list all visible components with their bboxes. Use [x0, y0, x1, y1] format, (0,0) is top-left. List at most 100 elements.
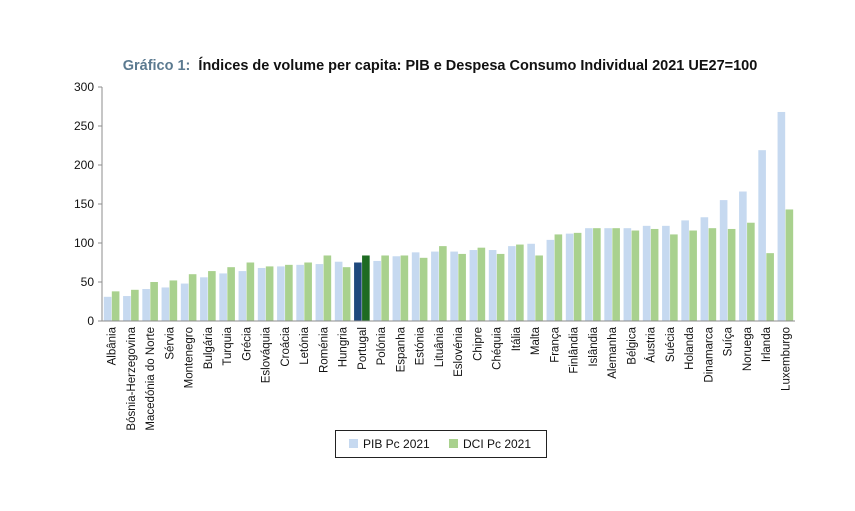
- bar-pib: [123, 296, 131, 321]
- x-tick-label: Bulgária: [203, 326, 215, 369]
- x-tick-label: Lituânia: [434, 326, 446, 367]
- bar-dci: [131, 289, 139, 321]
- bar-dci: [458, 253, 466, 321]
- bar-pib: [546, 239, 555, 321]
- x-tick-label: Grécia: [241, 326, 253, 360]
- x-tick-label: Croácia: [280, 326, 292, 366]
- bar-pib: [354, 262, 362, 321]
- bar-pib: [180, 283, 189, 321]
- bar-dci: [381, 255, 389, 321]
- chart-title-prefix: Gráfico 1:: [123, 58, 191, 74]
- x-tick-label: Eslovénia: [453, 326, 465, 376]
- bar-pib: [681, 220, 689, 321]
- bar-pib: [662, 225, 670, 321]
- x-tick-label: Suíça: [723, 326, 735, 356]
- x-tick-label: Albânia: [107, 326, 119, 365]
- bar-pib: [296, 264, 304, 321]
- y-axis: 0 50 100 150 200 250 300: [74, 80, 103, 328]
- legend: PIB Pc 2021 DCI Pc 2021: [335, 430, 547, 458]
- y-tick-label: 50: [81, 275, 95, 289]
- bar-pib: [411, 252, 420, 321]
- bar-dci: [785, 209, 794, 321]
- y-tick-label: 100: [74, 236, 94, 250]
- bar-dci: [535, 255, 543, 321]
- x-tick-label: Hungria: [338, 326, 350, 367]
- bar-dci: [246, 262, 255, 321]
- legend-swatch: [449, 439, 458, 448]
- bar-pib: [103, 296, 112, 321]
- bar-pib: [623, 228, 632, 321]
- bar-pib: [719, 200, 728, 321]
- bar-dci: [439, 246, 447, 321]
- bars-group: [103, 111, 794, 322]
- bar-dci: [612, 228, 620, 321]
- y-tick-label: 300: [74, 80, 94, 94]
- bar-dci: [554, 234, 563, 321]
- bar-pib: [257, 267, 266, 321]
- bar-pib: [565, 233, 574, 321]
- bar-pib: [488, 250, 497, 321]
- x-tick-label: Itália: [511, 326, 523, 351]
- chart-title-main: Índices de volume per capita: PIB e Desp…: [198, 57, 757, 74]
- bar-dci: [708, 228, 717, 321]
- x-tick-label: Suécia: [665, 326, 677, 362]
- bar-dci: [516, 244, 524, 321]
- x-tick-label: Polónia: [376, 326, 388, 365]
- x-tick-label: Áustria: [645, 326, 658, 362]
- x-tick-label: Irlanda: [761, 326, 773, 362]
- x-tick-label: Portugal: [357, 327, 369, 370]
- x-tick-label: Islândia: [588, 326, 600, 366]
- bar-pib: [450, 251, 458, 321]
- bar-pib: [739, 191, 747, 321]
- bar-pib: [431, 251, 439, 321]
- bar-pib: [604, 228, 612, 321]
- x-tick-label: Estónia: [415, 326, 427, 365]
- bar-dci: [265, 266, 274, 321]
- y-tick-label: 150: [74, 197, 94, 211]
- bar-pib: [161, 287, 170, 321]
- bar-pib: [585, 228, 593, 321]
- x-tick-label: Sérvia: [164, 326, 176, 359]
- x-tick-label: Finlândia: [569, 326, 581, 373]
- x-tick-label: Roménia: [318, 326, 330, 373]
- x-tick-label: Chéquia: [492, 326, 504, 369]
- bar-dci: [650, 228, 659, 321]
- bar-pib: [777, 111, 786, 322]
- x-axis: Albânia Bósnia-Herzegovina Macedónia do No…: [102, 320, 795, 431]
- bar-dci: [593, 228, 601, 321]
- x-tick-label: França: [549, 326, 561, 362]
- bar-dci: [670, 234, 678, 321]
- x-tick-label: Bélgica: [626, 326, 638, 364]
- bar-dci: [766, 253, 774, 321]
- y-tick-label: 200: [74, 158, 94, 172]
- bar-pib: [219, 273, 227, 321]
- x-tick-label: Eslováquia: [261, 326, 273, 383]
- chart-title: Gráfico 1: Índices de volume per capita:…: [123, 57, 758, 74]
- bar-dci: [111, 291, 120, 321]
- y-tick-label: 250: [74, 119, 94, 133]
- bar-dci: [419, 257, 428, 321]
- x-tick-label: Bósnia-Herzegovina: [126, 326, 138, 430]
- x-tick-label: Dinamarca: [703, 326, 715, 382]
- x-tick-label: Luxemburgo: [780, 327, 792, 391]
- x-tick-label: Noruega: [742, 326, 754, 371]
- x-tick-label: Alemanha: [607, 326, 619, 378]
- legend-label: PIB Pc 2021: [363, 437, 430, 451]
- bar-dci: [342, 267, 351, 321]
- x-tick-label: Espanha: [395, 326, 407, 372]
- bar-pib: [469, 250, 478, 321]
- x-tick-label: Montenegro: [184, 327, 196, 388]
- x-tick-label: Letónia: [299, 326, 311, 364]
- bar-pib: [392, 256, 401, 321]
- legend-swatch: [349, 439, 358, 448]
- bar-dci: [727, 228, 736, 321]
- bar-dci: [150, 282, 158, 321]
- bar-pib: [642, 225, 651, 321]
- x-tick-label: Malta: [530, 326, 542, 355]
- x-tick-label: Turquia: [222, 326, 234, 365]
- bar-dci: [477, 247, 486, 321]
- x-tick-label: Holanda: [684, 326, 696, 369]
- bar-pib: [200, 277, 208, 321]
- bar-pib: [315, 264, 324, 321]
